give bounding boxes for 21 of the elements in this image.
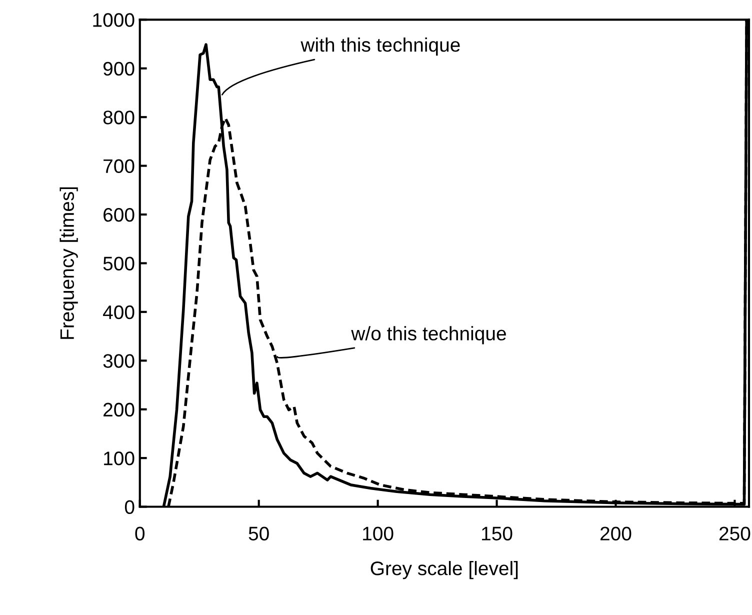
x-tick-label: 150 [482, 526, 512, 540]
y-tick-label: 300 [103, 354, 134, 368]
x-tick-label: 100 [363, 526, 394, 540]
annotation: with this technique [300, 38, 460, 56]
x-tick-label: 200 [600, 526, 632, 540]
annotation: w/o this technique [351, 326, 506, 344]
y-tick-label: 1000 [93, 13, 134, 27]
x-axis-title: Grey scale [level] [370, 560, 518, 580]
y-tick-label: 900 [103, 62, 134, 76]
y-tick-label: 200 [104, 402, 134, 417]
y-tick-label: 600 [104, 208, 134, 222]
x-tick-label: 50 [248, 526, 269, 540]
x-tick-label: 0 [135, 526, 145, 540]
y-tick-label: 800 [103, 110, 134, 124]
y-tick-label: 700 [104, 159, 134, 174]
y-tick-label: 0 [124, 500, 134, 514]
y-tick-label: 400 [103, 305, 134, 320]
y-tick-label: 500 [103, 256, 134, 270]
y-tick-label: 100 [104, 452, 134, 466]
y-axis-title: Frequency [times] [60, 187, 78, 339]
x-tick-label: 250 [719, 526, 750, 540]
